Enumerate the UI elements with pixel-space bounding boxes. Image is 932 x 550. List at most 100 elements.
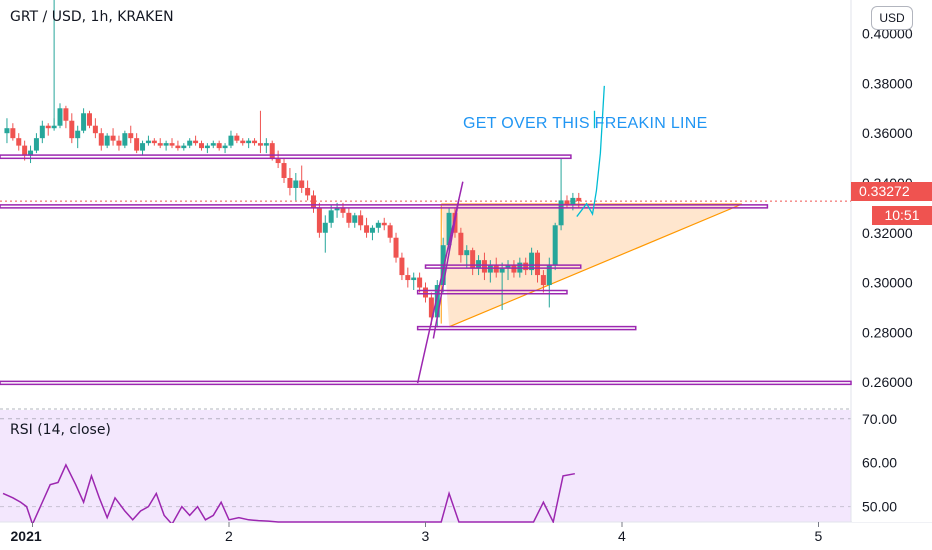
candle-body [16,138,22,146]
time-tick-label: 3 [422,528,430,544]
candle-body [446,212,452,246]
price-tick-label: 0.32000 [862,225,913,241]
candle-body [299,180,305,188]
candle-body [157,143,163,146]
candle-body [417,277,423,288]
candle-body [316,207,322,233]
candle-body [570,197,576,206]
rsi-series-line [2,463,575,527]
drawings-front [0,85,852,386]
candle-body [535,252,541,276]
candle-body [434,285,440,318]
candle-body [134,138,140,151]
candle-body [540,275,546,286]
price-tick-label: 0.38000 [862,75,913,91]
candle-body [458,232,464,256]
candle-body [75,130,81,139]
candle-body [116,140,122,146]
candle-body [33,138,39,151]
support-line-low [0,380,852,386]
axis-bg [852,0,932,522]
price-axis[interactable]: 0.400000.380000.360000.340000.320000.300… [852,0,932,522]
candle-body [216,143,222,149]
candle-body [163,143,169,146]
candle-body [399,257,405,276]
candle-body [86,113,92,126]
last-price-tag: 0.33272 [851,182,932,201]
candle-body [481,260,487,273]
support-box-1 [424,264,582,269]
candle-body [198,143,204,149]
candle-body [263,143,269,146]
time-axis-bg [0,523,932,550]
candle-body [81,113,87,131]
candle-body [546,265,552,286]
rsi-tick-label: 60.00 [862,455,897,471]
countdown-tag: 10:51 [872,206,932,225]
candle-body [269,143,275,159]
price-tick-label: 0.36000 [862,125,913,141]
candle-body [252,140,258,144]
rsi-label: RSI (14, close) [10,422,111,438]
candle-body [305,187,311,196]
candle-body [10,128,16,139]
candle-body [364,225,370,233]
candle-body [287,177,293,188]
candle-body [140,143,146,151]
candle-body [505,265,511,268]
candle-body [322,222,328,233]
time-tick-label: 2 [225,528,233,544]
candle-body [145,140,151,144]
candle-body [169,143,175,146]
candle-body [110,135,116,141]
candle-body [381,222,387,226]
time-tick-label: 4 [618,528,626,544]
candle-body [369,227,375,233]
candle-body [28,150,34,156]
candle-body [358,215,364,226]
candle-body [523,262,529,271]
time-axis[interactable]: 2021 2 3 4 5 [0,522,932,550]
candle-body [4,128,10,134]
candle-body [234,135,240,141]
candle-body [340,207,346,213]
rsi-line [2,463,575,527]
price-tick-label: 0.28000 [862,324,913,340]
candle-body [187,140,193,146]
resistance-box-mid [0,204,769,209]
currency-button[interactable]: USD [871,6,913,30]
candle-body [281,163,287,178]
annotation-text[interactable]: GET OVER THIS FREAKIN LINE [463,115,708,132]
candle-body [464,250,470,256]
candle-body [423,287,428,298]
rsi-axis[interactable]: 70.00 60.00 50.00 [862,411,897,515]
candle-body [69,120,75,139]
candle-body [558,200,564,226]
candle-body [393,237,399,258]
candle-body [39,125,45,139]
support-box-3 [416,325,637,331]
candle-body [63,108,69,121]
candle-body [240,140,246,144]
candle-body [22,145,28,156]
projected-path [576,85,605,217]
candle-body [334,207,340,211]
candle-body [352,215,358,223]
candle-body [57,108,63,126]
resistance-box-upper [0,154,572,160]
candle-body [428,297,434,318]
candle-body [210,143,216,146]
rsi-band [0,410,851,522]
candle-body [387,225,393,238]
candle-body [346,212,352,223]
candle-body [151,140,157,144]
candle-body [98,133,104,146]
candle-body [576,197,582,202]
candle-body [564,200,570,206]
time-tick-label: 5 [815,528,823,544]
candle-body [476,260,482,268]
candle-body [92,125,98,134]
candle-body [499,267,505,273]
triangle-pattern [441,204,742,327]
